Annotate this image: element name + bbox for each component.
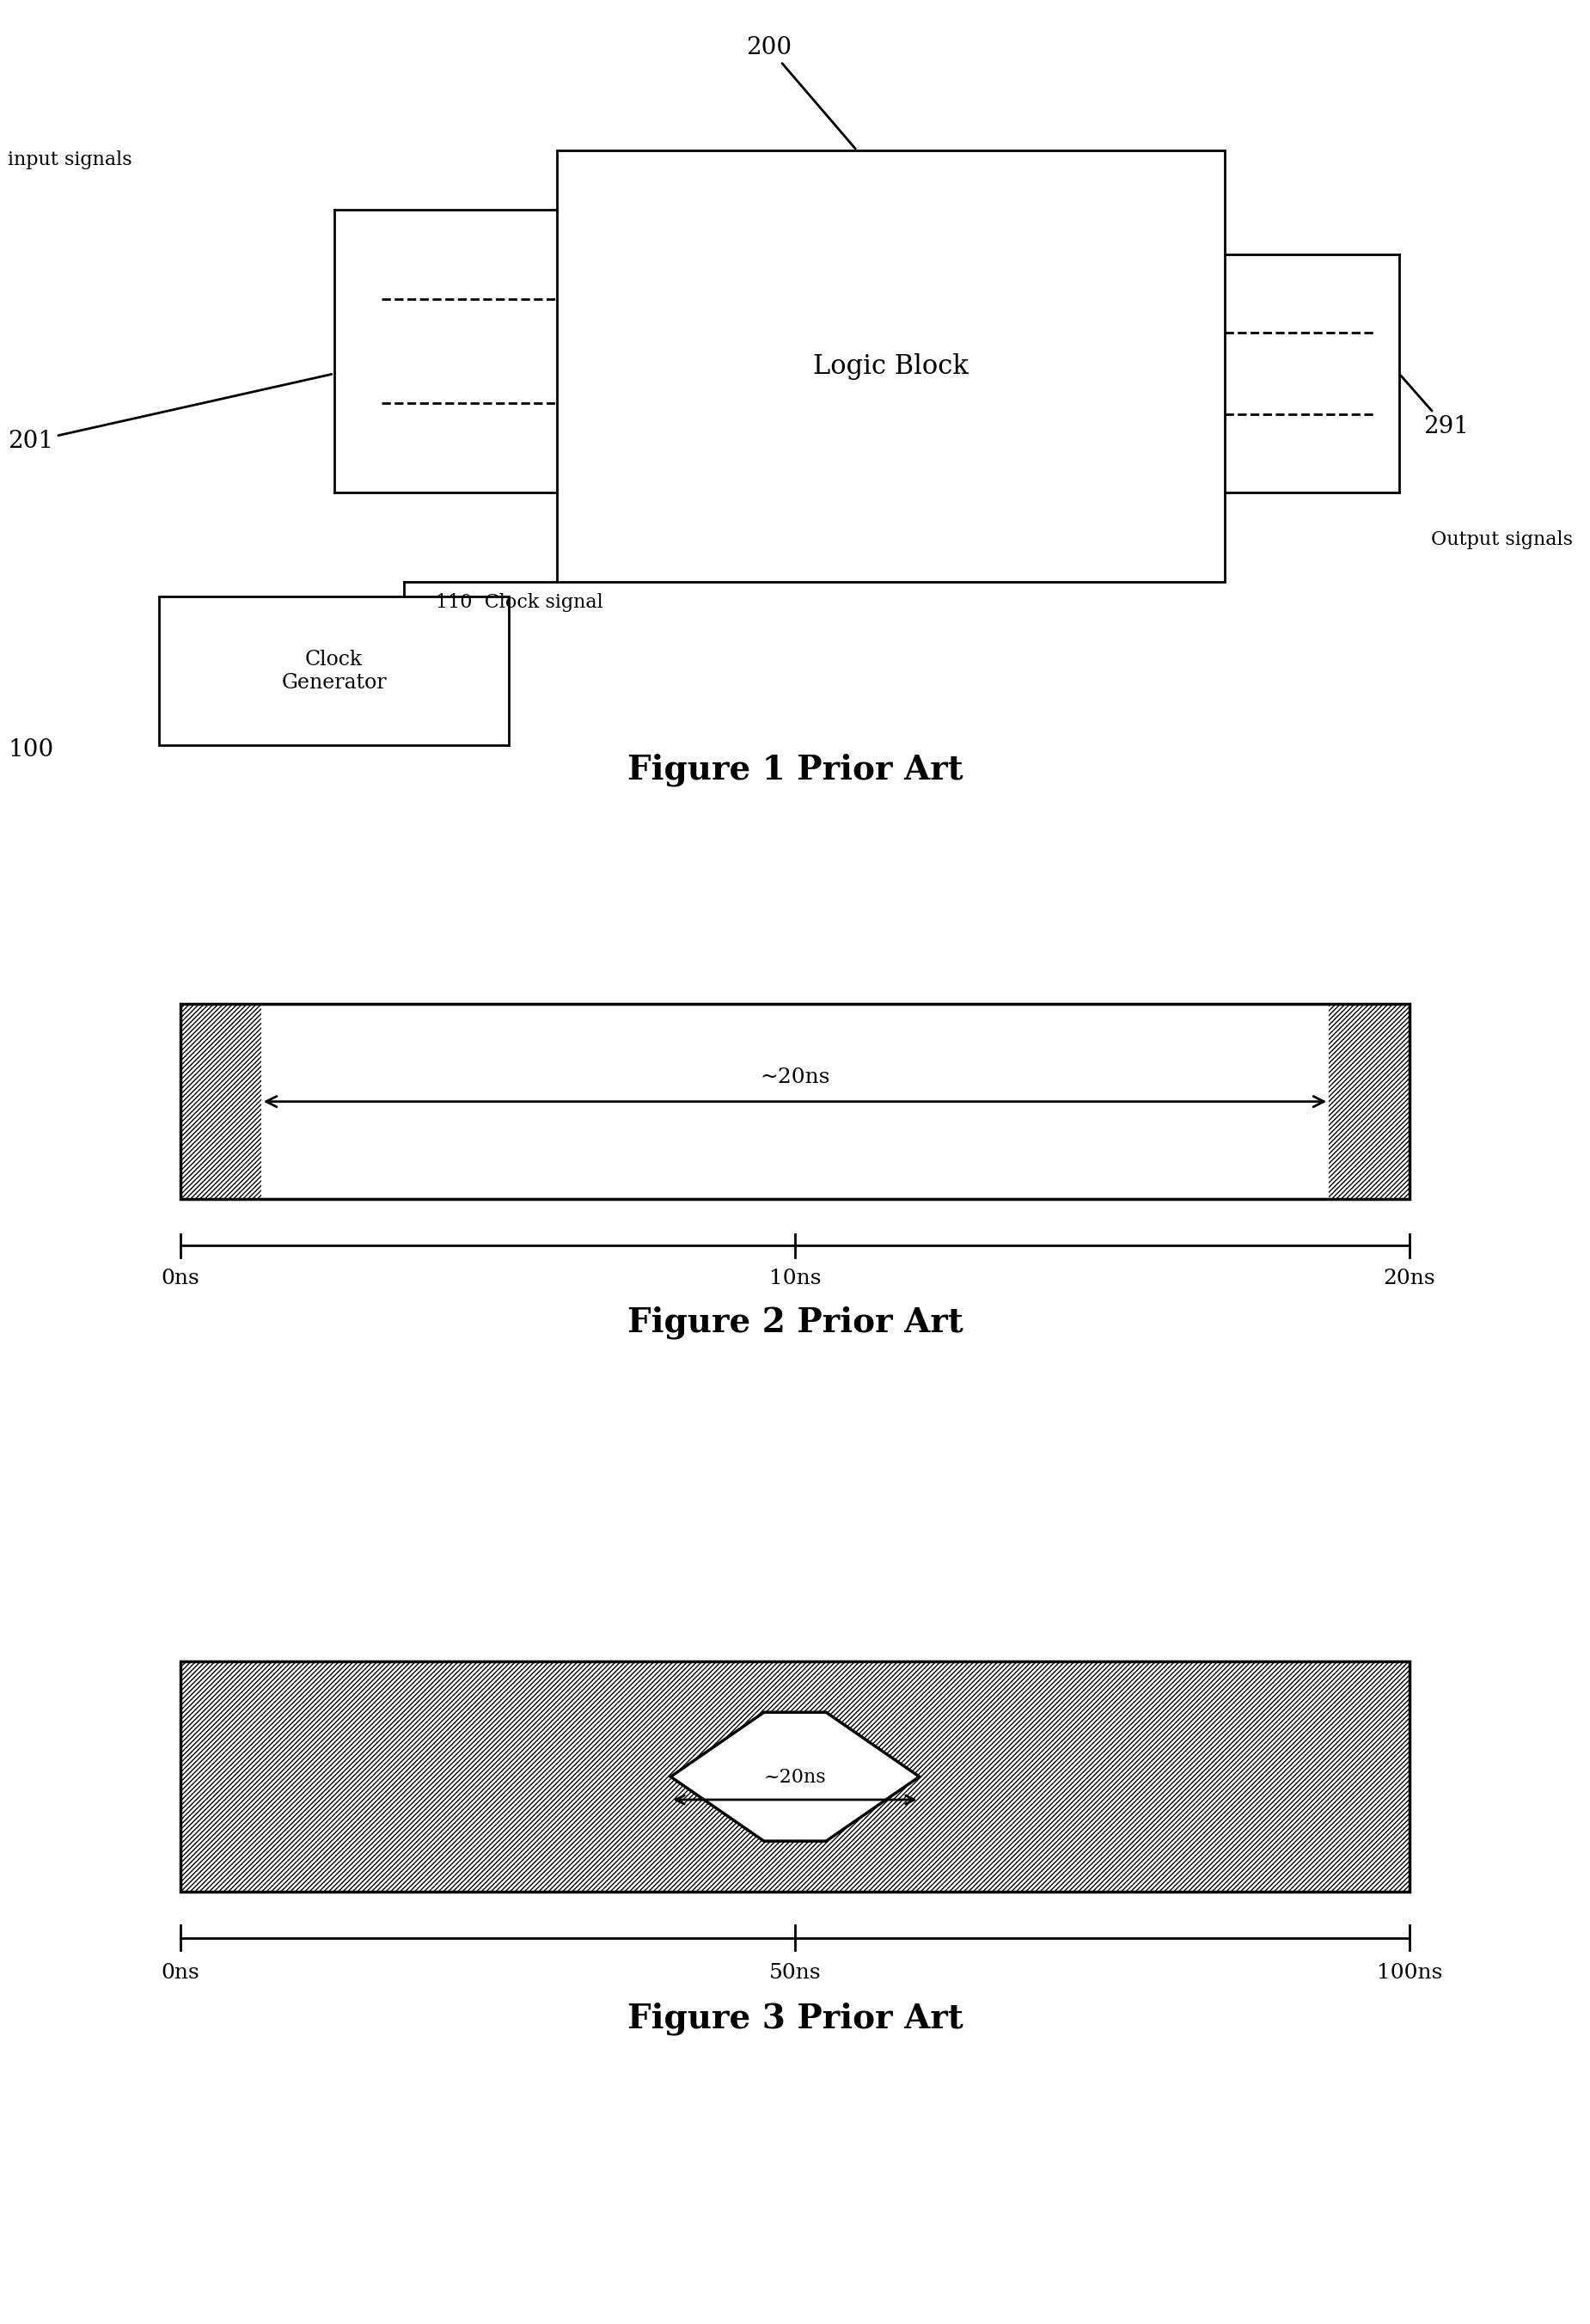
Text: 10ns: 10ns	[770, 1269, 820, 1290]
Text: 200: 200	[746, 35, 855, 149]
Text: 50ns: 50ns	[770, 1964, 820, 1982]
Text: 100ns: 100ns	[1377, 1964, 1442, 1982]
Polygon shape	[671, 1713, 919, 1841]
Text: 291: 291	[1401, 376, 1469, 439]
Text: Figure 1 Prior Art: Figure 1 Prior Art	[626, 753, 964, 786]
Bar	[181, 1004, 1409, 1199]
Text: 0ns: 0ns	[162, 1964, 200, 1982]
Text: 100: 100	[8, 739, 54, 762]
Text: 0ns: 0ns	[162, 1269, 200, 1290]
Bar	[159, 597, 509, 746]
Text: Figure 3 Prior Art: Figure 3 Prior Art	[626, 2001, 964, 2036]
Bar	[181, 1004, 261, 1199]
Bar	[181, 1662, 1409, 1892]
Text: 20ns: 20ns	[1383, 1269, 1436, 1290]
Bar	[1329, 1004, 1409, 1199]
Text: 110  Clock signal: 110 Clock signal	[436, 593, 603, 611]
Text: Figure 2 Prior Art: Figure 2 Prior Art	[626, 1306, 964, 1339]
Text: 201: 201	[8, 374, 332, 453]
Text: input signals: input signals	[8, 151, 132, 170]
Text: ~20ns: ~20ns	[760, 1067, 830, 1088]
Bar	[181, 1004, 1409, 1199]
Text: ~20ns: ~20ns	[763, 1769, 827, 1787]
Text: Logic Block: Logic Block	[812, 353, 968, 379]
Text: Clock
Generator: Clock Generator	[281, 651, 386, 693]
Bar	[556, 151, 1224, 581]
Text: Output signals: Output signals	[1431, 530, 1573, 548]
Bar	[181, 1662, 1409, 1892]
Bar	[181, 1662, 1409, 1892]
